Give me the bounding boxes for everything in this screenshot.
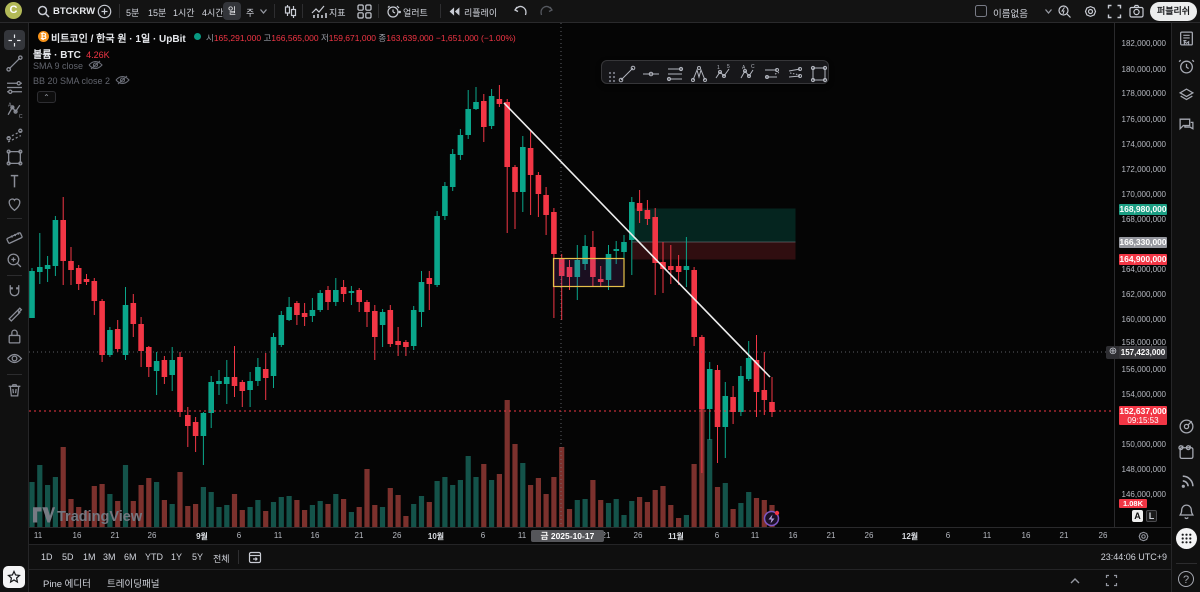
svg-text:A: A — [742, 65, 746, 71]
svg-text:A: A — [8, 102, 12, 108]
svg-text:TradingView: TradingView — [57, 509, 143, 525]
svg-text:5: 5 — [727, 64, 730, 70]
svg-text:C: C — [751, 64, 755, 70]
svg-text:1: 1 — [717, 65, 720, 71]
svg-text:C: C — [19, 114, 23, 119]
